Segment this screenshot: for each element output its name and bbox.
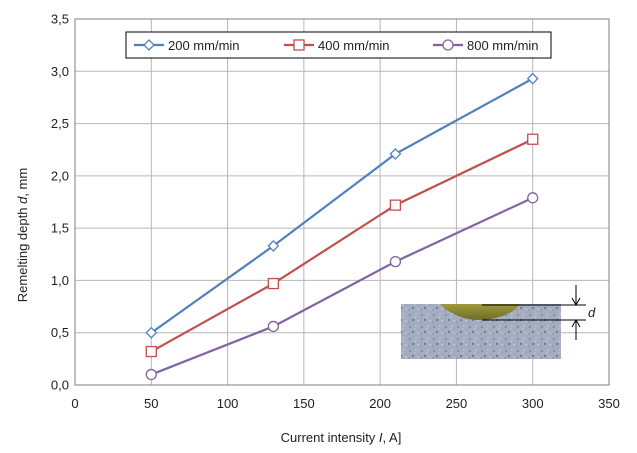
y-tick-label: 2,5 [51,116,69,131]
legend-item-400-mm-min: 400 mm/min [284,38,390,53]
x-axis-tick-labels: 0 50 100 150 200 250 300 350 [71,396,619,411]
x-axis-title-unit: , A] [383,430,402,445]
y-axis-title: Remelting depth d, mm [15,168,30,302]
legend-label: 400 mm/min [318,38,390,53]
x-axis-title-text: Current intensity [281,430,379,445]
data-point-200-mm-min [267,240,280,252]
y-axis-title-unit: , mm [15,168,30,197]
data-point-400-mm-min [267,277,279,290]
legend-swatch-marker [143,39,155,51]
plot-area-border [74,18,610,386]
depth-label: d [588,305,596,320]
series-line-800-mm-min [150,196,534,376]
y-axis-title-text: Remelting depth [15,204,30,302]
legend-swatch-marker [293,39,305,51]
legend-label: 800 mm/min [467,38,539,53]
x-tick-label: 350 [598,396,620,411]
series-line-400-mm-min [150,138,534,353]
legend-box [125,31,552,59]
y-tick-label: 0,5 [51,325,69,340]
legend: 200 mm/min 400 mm/min 800 mm/min [125,31,552,59]
legend-label: 200 mm/min [168,38,240,53]
y-axis-title-symbol: d [15,196,30,204]
x-tick-label: 150 [293,396,315,411]
data-point-800-mm-min [389,255,402,268]
x-tick-label: 100 [217,396,239,411]
depth-arrowhead-upper [571,297,581,307]
legend-item-200-mm-min: 200 mm/min [134,38,240,53]
data-point-200-mm-min [389,147,402,160]
data-point-400-mm-min [145,345,157,358]
y-tick-label: 3,5 [51,12,69,27]
x-tick-label: 0 [71,396,78,411]
series-400-mm-min [145,133,539,358]
data-series [145,72,539,381]
y-tick-label: 3,0 [51,64,69,79]
y-tick-label: 2,0 [51,168,69,183]
depth-arrowhead-lower [571,318,581,328]
data-point-200-mm-min [526,72,539,85]
x-tick-label: 50 [144,396,158,411]
data-point-800-mm-min [267,320,279,333]
legend-items: 200 mm/min 400 mm/min 800 mm/min [134,38,539,53]
remelted-zone-shape [440,304,520,320]
y-axis-tick-labels: 0,0 0,5 1,0 1,5 2,0 2,5 3,0 3,5 [51,12,69,393]
data-point-400-mm-min [527,133,539,145]
legend-swatch-marker [442,39,454,51]
data-point-800-mm-min [145,368,157,381]
series-line-200-mm-min [150,77,534,334]
y-tick-label: 1,5 [51,221,69,236]
data-point-200-mm-min [145,326,158,339]
legend-item-800-mm-min: 800 mm/min [433,38,539,53]
x-axis-title-symbol: I [379,430,383,445]
data-point-800-mm-min [527,192,539,204]
series-200-mm-min [145,72,539,339]
y-tick-label: 1,0 [51,273,69,288]
data-point-400-mm-min [389,199,402,211]
series-800-mm-min [145,192,539,381]
x-axis-title: Current intensity I, A] [281,430,402,445]
micrograph-inset: d [401,285,596,359]
y-tick-label: 0,0 [51,378,69,393]
x-tick-label: 250 [446,396,468,411]
x-tick-label: 300 [522,396,544,411]
x-tick-label: 200 [369,396,391,411]
